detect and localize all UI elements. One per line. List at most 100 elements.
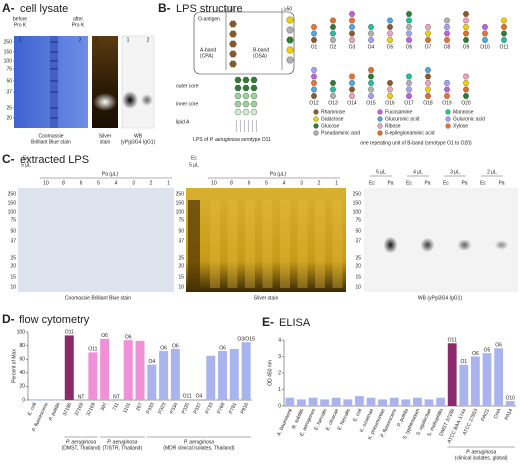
- bar: [170, 349, 180, 400]
- x-tick-label: P323: [157, 402, 167, 415]
- y-tick-label: 3: [278, 354, 281, 360]
- core-label: outer core: [176, 83, 199, 89]
- lane-number: 1: [335, 180, 338, 186]
- lane-note: Pro K: [14, 22, 27, 28]
- sugar-icon: [462, 30, 470, 37]
- marker-label: 100: [4, 58, 13, 64]
- y-axis-label: Percent of Max: [11, 349, 17, 383]
- sugar-icon: [443, 86, 451, 93]
- marker-label: 37: [6, 89, 12, 95]
- lane-note: Pro K: [72, 22, 85, 28]
- sugar-icon: [234, 84, 242, 92]
- lane-number: 2: [318, 180, 321, 186]
- sugar-icon: [443, 17, 451, 24]
- serotype-label: O16: [385, 100, 395, 106]
- lane-header: Pa (μL): [102, 171, 119, 177]
- panel-title: ELISA: [279, 317, 311, 329]
- sugar-icon: [386, 17, 394, 24]
- sugar-icon: [242, 92, 250, 100]
- sugar-icon: [348, 11, 356, 17]
- bar: [459, 364, 469, 406]
- legend-label: Glucose: [321, 123, 340, 129]
- y-tick-label: 80: [19, 343, 25, 349]
- silver-smear: [297, 200, 308, 288]
- silver-smear: [245, 200, 255, 288]
- bar-annotation: O6: [495, 343, 502, 349]
- legend-icon: [445, 109, 451, 115]
- group-label: P. aeruginosa: [107, 439, 137, 445]
- sugar-icon: [424, 86, 432, 93]
- bar: [29, 400, 39, 401]
- bar: [229, 349, 239, 400]
- silver-smear: [280, 200, 290, 288]
- sugar-icon: [367, 86, 375, 93]
- bar: [182, 399, 192, 400]
- sugar-icon: [234, 92, 242, 100]
- sugar-icon: [424, 30, 432, 37]
- sugar-icon: [348, 93, 356, 99]
- bar: [436, 397, 446, 406]
- marker-label: 75: [178, 217, 184, 223]
- caption: (yPgi3G4 IgG1): [121, 139, 156, 145]
- sugar-icon: [424, 37, 432, 43]
- bar: [389, 397, 399, 406]
- x-tick-label: P816: [240, 402, 250, 415]
- bar: [194, 399, 204, 400]
- sugar-icon: [229, 30, 237, 38]
- marker-label: 50: [6, 78, 12, 84]
- band-label: (CPA): [200, 53, 214, 59]
- sugar-icon: [348, 73, 356, 80]
- sugar-icon: [386, 93, 394, 99]
- marker-label: 250: [353, 191, 362, 197]
- wb-band: [494, 240, 509, 250]
- sugar-icon: [481, 30, 489, 37]
- marker-label: 150: [8, 200, 17, 206]
- x-tick-label: P335: [181, 402, 191, 415]
- bar-annotation: O5: [484, 348, 491, 354]
- sugar-icon: [367, 73, 375, 80]
- sugar-icon: [348, 24, 356, 30]
- lane-number: 4: [115, 180, 118, 186]
- lane-number: 10: [43, 180, 49, 186]
- marker-label: 20: [6, 115, 12, 121]
- caption: one repeating unit of B-band (serotype O…: [360, 140, 472, 146]
- serotype-label: O8: [444, 44, 451, 50]
- serotype-label: O6: [406, 44, 413, 50]
- sugar-icon: [405, 73, 413, 80]
- x-tick-label: A. baumannii: [276, 408, 294, 437]
- serotype-label: O12: [309, 100, 319, 106]
- sugar-icon: [462, 37, 470, 43]
- sugar-icon: [367, 30, 375, 37]
- silver-band: [93, 93, 117, 111]
- core-label: inner core: [176, 101, 198, 107]
- sugar-icon: [367, 93, 375, 99]
- lane-number: 2: [95, 37, 98, 43]
- sugar-icon: [348, 86, 356, 93]
- x-tick-label: E. coli: [352, 408, 363, 423]
- sugar-icon: [386, 37, 394, 43]
- legend-label: Mannose: [453, 109, 474, 115]
- sugar-icon: [242, 84, 250, 92]
- marker-label: 15: [10, 274, 16, 280]
- sugar-icon: [310, 73, 318, 80]
- x-tick-label: CHA: [493, 407, 503, 420]
- repeat-count: ≥50: [284, 6, 293, 12]
- marker-label: 75: [10, 217, 16, 223]
- sugar-icon: [348, 80, 356, 86]
- panel-label: E-: [262, 315, 274, 329]
- serotype-label: O11: [499, 44, 508, 50]
- bar-annotation: O1: [460, 359, 467, 365]
- lane-note: before: [13, 16, 27, 22]
- o-antigen-label: O-antigen: [198, 16, 220, 22]
- bar: [218, 351, 228, 400]
- caption: Coomassie Brilliant Blue stain: [65, 295, 131, 301]
- bar: [241, 342, 251, 400]
- marker-label: 150: [4, 49, 13, 55]
- serotype-label: O15: [366, 100, 376, 106]
- y-tick-label: 100: [17, 329, 26, 335]
- caption: Coomassie: [38, 133, 63, 139]
- group-label: P. aeruginosa: [184, 439, 214, 445]
- sugar-icon: [310, 30, 318, 37]
- sugar-icon: [310, 93, 318, 99]
- silver-gel: [92, 36, 118, 128]
